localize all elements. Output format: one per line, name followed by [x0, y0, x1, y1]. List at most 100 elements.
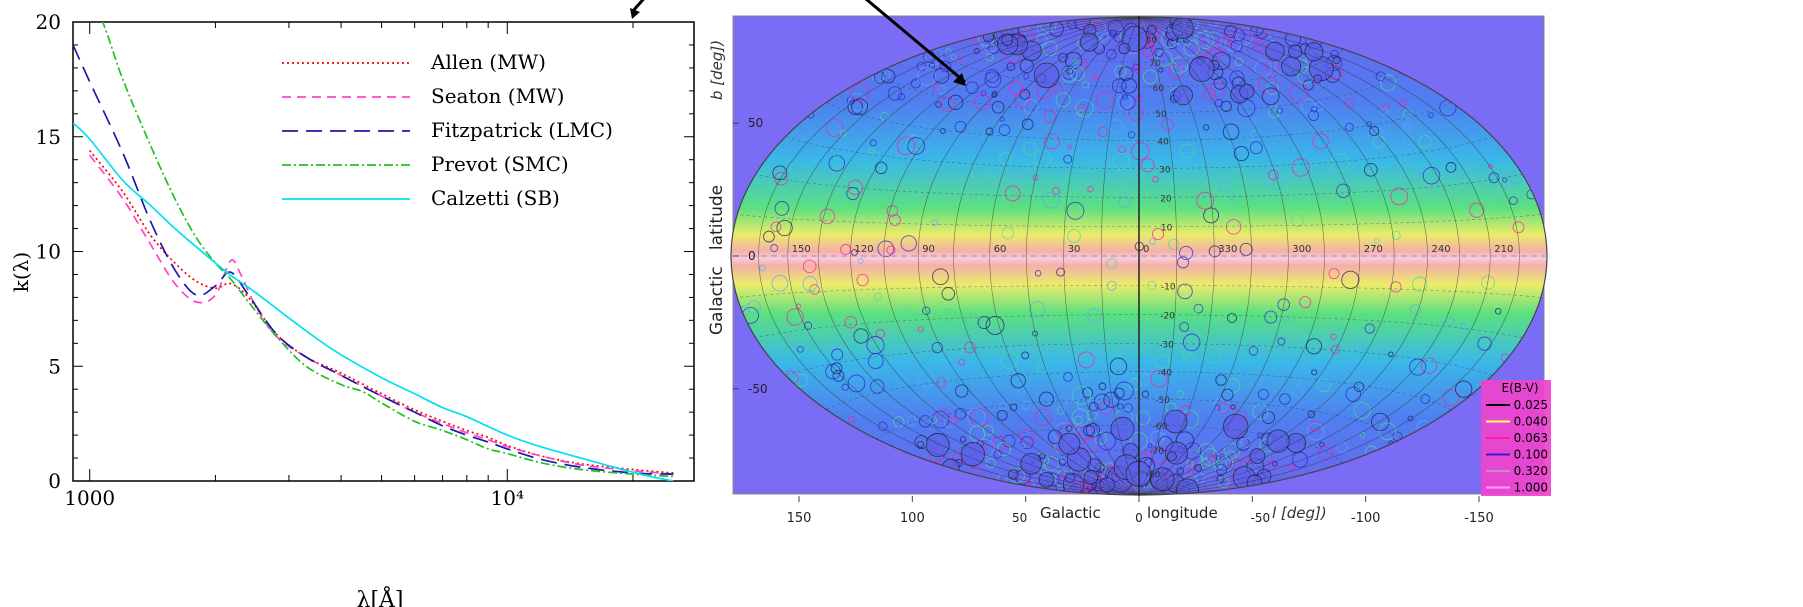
- dust-contour: [1149, 471, 1167, 489]
- dust-contour: [875, 329, 885, 339]
- dust-contour: [1246, 457, 1265, 476]
- dust-contour: [1100, 32, 1109, 41]
- dust-contour: [965, 81, 979, 95]
- dust-contour: [850, 83, 870, 102]
- dust-contour: [1212, 459, 1223, 470]
- low-extinction-patch: [960, 441, 985, 467]
- low-extinction-patch: [1155, 478, 1169, 491]
- low-extinction-patch: [1020, 452, 1042, 475]
- dust-contour: [841, 383, 849, 391]
- dust-contour: [1330, 49, 1340, 59]
- dust-contour: [1091, 478, 1105, 492]
- dust-contour: [933, 67, 950, 84]
- legend-label: Fitzpatrick (LMC): [431, 118, 613, 142]
- low-extinction-patch: [1313, 74, 1322, 84]
- parallel-line: [737, 285, 1541, 298]
- dust-contour: [992, 437, 1006, 451]
- dust-contour: [1316, 378, 1331, 393]
- dust-contour: [809, 284, 820, 295]
- dust-contour: [1182, 351, 1191, 360]
- dust-contour: [1113, 387, 1125, 399]
- dust-contour: [1150, 430, 1164, 445]
- dust-contour: [1420, 394, 1431, 404]
- dust-contour: [1137, 456, 1156, 475]
- dust-contour: [1033, 149, 1052, 168]
- dust-contour: [1009, 80, 1024, 95]
- dust-contour: [935, 101, 942, 108]
- meridian-latitude-label: 30: [1159, 166, 1171, 176]
- dust-contour: [1010, 167, 1025, 182]
- dust-contour: [952, 453, 964, 465]
- dust-contour: [942, 308, 957, 323]
- dust-contour: [1025, 479, 1032, 486]
- dust-contour: [1118, 145, 1126, 154]
- dust-contour: [1077, 103, 1087, 114]
- dust-contour: [991, 39, 998, 46]
- dust-contour: [922, 306, 931, 315]
- dust-contour: [981, 33, 1001, 52]
- extinction-curve-chart: 0 5 10 15 20 1000 10⁴ Allen (MW) Seaton (MW) Fit…: [9, 0, 695, 607]
- equator-longitude-label: 300: [1292, 244, 1311, 255]
- dust-contour: [1063, 154, 1073, 164]
- low-extinction-patch: [1266, 429, 1290, 453]
- dust-contour: [1403, 122, 1412, 131]
- dust-contour: [902, 307, 910, 315]
- dust-contour: [1052, 470, 1068, 486]
- dust-contour: [1215, 454, 1234, 472]
- dust-contour: [1284, 30, 1302, 47]
- map-longitude-label-italic: l [deg]): [1272, 504, 1327, 522]
- map-x-tick-label: 0: [1135, 511, 1143, 525]
- parallel-line: [826, 102, 1452, 141]
- dust-contour: [1108, 465, 1118, 474]
- dust-contour: [1272, 461, 1278, 467]
- dust-contour: [1089, 402, 1099, 412]
- dust-contour: [1176, 17, 1192, 33]
- dust-contour: [1208, 245, 1221, 258]
- dust-contour: [982, 424, 994, 436]
- dust-contour: [1169, 94, 1179, 104]
- dust-contour: [1036, 362, 1048, 374]
- meridian-line: [883, 17, 1140, 495]
- dust-contour: [1250, 117, 1257, 124]
- dust-contour: [1366, 121, 1373, 128]
- dust-contour: [1198, 442, 1215, 460]
- dust-contour: [1052, 84, 1064, 95]
- dust-contour: [887, 86, 903, 101]
- dust-contour: [1258, 75, 1277, 94]
- low-extinction-patch: [1208, 59, 1220, 71]
- dust-contour: [827, 316, 832, 322]
- dust-contour: [1319, 441, 1325, 448]
- dust-contour: [939, 60, 952, 73]
- dust-contour: [1353, 340, 1365, 352]
- dust-contour: [973, 48, 980, 55]
- dust-contour: [1175, 29, 1188, 43]
- dust-contour: [1144, 458, 1153, 467]
- dust-contour: [1416, 420, 1431, 435]
- dust-contour: [1208, 17, 1219, 28]
- dust-contour: [1019, 89, 1031, 100]
- dust-contour: [1359, 431, 1366, 438]
- dust-contour: [916, 61, 927, 72]
- dust-contour: [1114, 479, 1125, 490]
- dust-contour: [1500, 353, 1510, 363]
- dust-contour: [1042, 40, 1058, 57]
- low-extinction-patch: [1083, 23, 1097, 37]
- dust-contour: [1074, 478, 1086, 490]
- low-extinction-patch: [1150, 467, 1175, 492]
- pointer-arrow: [630, 0, 645, 13]
- meridian-line: [1138, 17, 1215, 495]
- dust-contour: [1109, 29, 1117, 38]
- dust-contour: [1378, 422, 1397, 441]
- dust-contour: [928, 62, 936, 69]
- dust-contour: [1279, 393, 1291, 405]
- dust-contour: [1061, 175, 1076, 191]
- dust-contour: [1093, 73, 1100, 80]
- dust-contour: [847, 374, 866, 393]
- equator-longitude-label: 0: [1143, 244, 1149, 255]
- dust-contour: [1390, 281, 1402, 293]
- dust-contour: [1137, 374, 1149, 387]
- dust-contour: [1330, 333, 1337, 340]
- dust-contour: [1259, 438, 1274, 453]
- meridian-latitude-label: 20: [1160, 194, 1172, 204]
- dust-contour: [1157, 472, 1171, 486]
